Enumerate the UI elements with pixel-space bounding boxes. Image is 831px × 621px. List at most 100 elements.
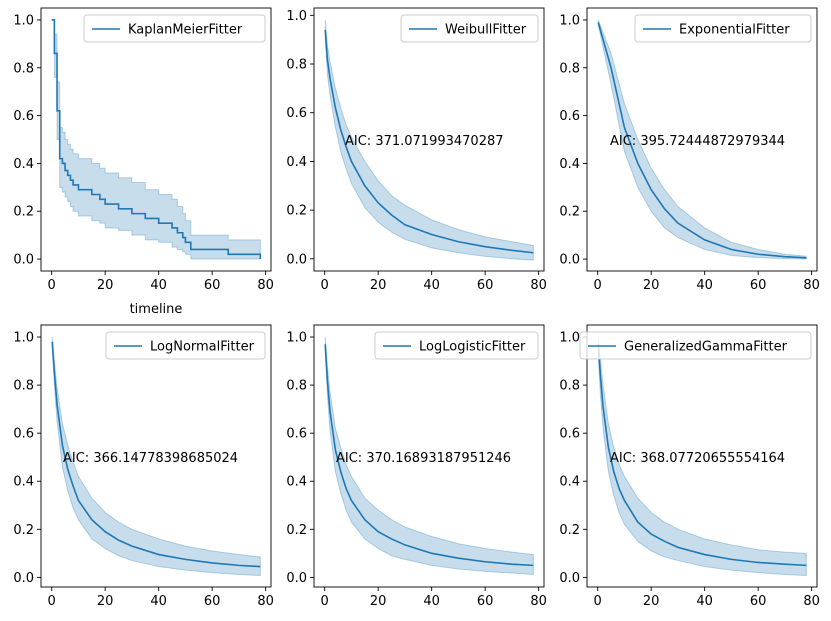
survival-line bbox=[324, 29, 534, 254]
y-tick-label: 0.0 bbox=[559, 253, 580, 268]
y-tick-label: 1.0 bbox=[13, 13, 34, 28]
x-tick-label: 0 bbox=[48, 278, 56, 293]
x-tick-label: 60 bbox=[750, 594, 767, 609]
y-tick-label: 0.2 bbox=[286, 204, 307, 219]
x-axis-label: timeline bbox=[130, 302, 183, 317]
y-tick-label: 0.2 bbox=[559, 205, 580, 220]
x-tick-label: 80 bbox=[803, 278, 820, 293]
legend-label: LogNormalFitter bbox=[150, 340, 255, 355]
x-tick-label: 0 bbox=[48, 594, 56, 609]
axes-frame bbox=[313, 7, 545, 272]
chart-kaplan-meier: 0 20 40 60 80 0.0 0.2 0.4 0.6 0.8 1.0 timeline Kapla… bbox=[13, 7, 274, 317]
y-tick-label: 0.8 bbox=[13, 61, 34, 76]
legend-label: ExponentialFitter bbox=[679, 23, 790, 38]
y-tick-label: 0.6 bbox=[13, 427, 34, 442]
legend: ExponentialFitter bbox=[634, 14, 812, 43]
y-tick-label: 0.0 bbox=[286, 252, 307, 267]
y-tick-label: 0.4 bbox=[13, 475, 34, 490]
chart-weibull: 0 20 40 60 80 0.0 0.2 0.4 0.6 0.8 1.0 AIC: 371.0719… bbox=[286, 7, 547, 293]
chart-exponential: 0 20 40 60 80 0.0 0.2 0.4 0.6 0.8 1.0 AIC: 395.7244… bbox=[559, 7, 820, 293]
axes-frame bbox=[586, 7, 818, 272]
y-tick-label: 1.0 bbox=[13, 331, 34, 346]
x-tick-label: 40 bbox=[150, 278, 167, 293]
aic-annotation: AIC: 370.16893187951246 bbox=[336, 451, 511, 466]
x-tick-label: 0 bbox=[594, 594, 602, 609]
aic-annotation: AIC: 366.14778398685024 bbox=[63, 451, 238, 466]
legend-box bbox=[83, 14, 266, 43]
x-tick-label: 40 bbox=[150, 594, 167, 609]
survival-line bbox=[597, 344, 807, 567]
confidence-band bbox=[51, 336, 261, 576]
confidence-band bbox=[597, 19, 807, 260]
y-tick-label: 0.0 bbox=[559, 571, 580, 586]
y-tick-label: 0.4 bbox=[13, 157, 34, 172]
legend-box bbox=[374, 331, 539, 360]
y-tick-label: 0.2 bbox=[13, 205, 34, 220]
legend-box bbox=[579, 331, 812, 360]
x-tick-label: 20 bbox=[370, 278, 387, 293]
y-tick-label: 0.6 bbox=[13, 109, 34, 124]
x-tick-label: 80 bbox=[257, 278, 274, 293]
y-tick-label: 0.8 bbox=[286, 58, 307, 73]
x-tick-label: 20 bbox=[97, 594, 114, 609]
y-tick-label: 1.0 bbox=[286, 331, 307, 346]
x-tick-label: 40 bbox=[423, 594, 440, 609]
x-tick-label: 40 bbox=[696, 594, 713, 609]
legend: KaplanMeierFitter bbox=[83, 14, 266, 43]
y-tick-label: 0.4 bbox=[559, 157, 580, 172]
legend-box bbox=[400, 14, 539, 43]
y-tick-label: 0.2 bbox=[13, 523, 34, 538]
x-tick-label: 20 bbox=[97, 278, 114, 293]
y-tick-label: 0.4 bbox=[559, 475, 580, 490]
legend-label: LogLogisticFitter bbox=[419, 340, 526, 355]
x-tick-label: 60 bbox=[477, 278, 494, 293]
legend-label: WeibullFitter bbox=[445, 23, 527, 38]
axes-frame bbox=[40, 324, 272, 588]
chart-lognormal: 0 20 40 60 80 0.0 0.2 0.4 0.6 0.8 1.0 AIC: 366.1477… bbox=[13, 324, 274, 609]
y-tick-label: 0.2 bbox=[559, 523, 580, 538]
y-tick-label: 0.4 bbox=[286, 155, 307, 170]
x-tick-label: 0 bbox=[594, 278, 602, 293]
y-tick-label: 0.6 bbox=[286, 427, 307, 442]
x-tick-label: 40 bbox=[696, 278, 713, 293]
x-tick-label: 60 bbox=[204, 278, 221, 293]
y-tick-label: 0.2 bbox=[286, 523, 307, 538]
aic-annotation: AIC: 368.07720655554164 bbox=[610, 451, 785, 466]
y-tick-label: 0.6 bbox=[559, 109, 580, 124]
y-tick-label: 0.0 bbox=[13, 253, 34, 268]
x-tick-label: 80 bbox=[530, 594, 547, 609]
x-tick-label: 40 bbox=[423, 278, 440, 293]
legend: WeibullFitter bbox=[400, 14, 539, 43]
x-tick-label: 0 bbox=[321, 594, 329, 609]
axes-frame bbox=[313, 324, 545, 588]
legend: GeneralizedGammaFitter bbox=[579, 331, 812, 360]
aic-annotation: AIC: 395.72444872979344 bbox=[610, 134, 785, 149]
y-tick-label: 0.6 bbox=[286, 106, 307, 121]
legend: LogNormalFitter bbox=[105, 331, 266, 360]
confidence-band bbox=[51, 19, 261, 260]
survival-line bbox=[51, 19, 262, 260]
survival-line bbox=[324, 344, 534, 567]
x-tick-label: 20 bbox=[643, 594, 660, 609]
confidence-band bbox=[597, 336, 807, 576]
y-tick-label: 0.0 bbox=[13, 571, 34, 586]
x-tick-label: 0 bbox=[321, 278, 329, 293]
legend-label: KaplanMeierFitter bbox=[128, 23, 243, 38]
x-tick-label: 20 bbox=[370, 594, 387, 609]
axes-frame bbox=[586, 324, 818, 588]
confidence-band bbox=[324, 20, 534, 261]
x-tick-label: 80 bbox=[530, 278, 547, 293]
x-tick-label: 60 bbox=[750, 278, 767, 293]
y-tick-label: 1.0 bbox=[559, 331, 580, 346]
x-tick-label: 60 bbox=[204, 594, 221, 609]
survival-line bbox=[51, 341, 261, 568]
y-tick-label: 1.0 bbox=[286, 9, 307, 24]
chart-loglogistic: 0 20 40 60 80 0.0 0.2 0.4 0.6 0.8 1.0 AIC: 370.1689… bbox=[286, 324, 547, 609]
y-tick-label: 0.8 bbox=[286, 379, 307, 394]
y-tick-label: 0.8 bbox=[13, 379, 34, 394]
legend-box bbox=[105, 331, 266, 360]
chart-generalized-gamma: 0 20 40 60 80 0.0 0.2 0.4 0.6 0.8 1.0 AIC: 368.0772… bbox=[559, 324, 820, 609]
x-tick-label: 80 bbox=[803, 594, 820, 609]
x-tick-label: 60 bbox=[477, 594, 494, 609]
